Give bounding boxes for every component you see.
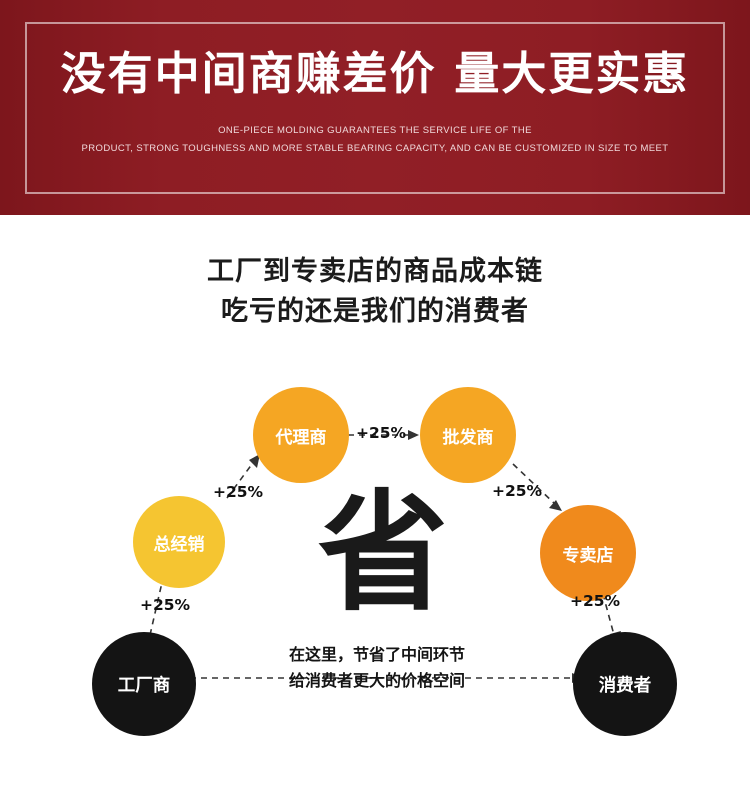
connector-store-consumer [599, 582, 615, 636]
banner-subtitle-line-2: PRODUCT, STRONG TOUGHNESS AND MORE STABL… [81, 143, 669, 154]
saving-caption-line-1: 在这里，节省了中间环节 [288, 645, 465, 664]
node-wholesaler[interactable]: 批发商 [420, 387, 516, 483]
markup-label-factory-distributor: +25% [140, 596, 191, 614]
banner-subtitle-line-1: ONE-PIECE MOLDING GUARANTEES THE SERVICE… [218, 125, 532, 136]
section-headings: 工厂到专卖店的商品成本链 吃亏的还是我们的消费者 [0, 252, 750, 332]
node-store[interactable]: 专卖店 [540, 505, 636, 601]
cost-chain-diagram: 工厂商 总经销 代理商 批发商 专卖店 消费者 +25% +25% +25% +… [0, 360, 750, 760]
node-wholesaler-label: 批发商 [442, 427, 494, 448]
banner-title: 没有中间商赚差价 量大更实惠 [60, 47, 690, 100]
arrowhead-distributor-agent [249, 454, 260, 468]
heading-line-1: 工厂到专卖店的商品成本链 [207, 256, 543, 287]
node-factory-label: 工厂商 [117, 675, 171, 696]
arrowhead-wholesaler-store [549, 500, 562, 511]
arrowhead-agent-wholesaler [408, 430, 419, 440]
markup-label-store-consumer: +25% [570, 592, 621, 610]
promo-banner: 没有中间商赚差价 量大更实惠 ONE-PIECE MOLDING GUARANT… [0, 0, 750, 215]
connector-distributor-agent [226, 459, 256, 499]
node-agent[interactable]: 代理商 [253, 387, 349, 483]
saving-caption: 在这里，节省了中间环节 给消费者更大的价格空间 [262, 642, 492, 694]
node-store-label: 专卖店 [562, 545, 614, 566]
node-distributor[interactable]: 总经销 [133, 496, 225, 588]
banner-border-frame: 没有中间商赚差价 量大更实惠 ONE-PIECE MOLDING GUARANT… [25, 22, 725, 194]
heading-line-2: 吃亏的还是我们的消费者 [221, 296, 529, 327]
node-consumer[interactable]: 消费者 [573, 632, 677, 736]
node-factory[interactable]: 工厂商 [92, 632, 196, 736]
markup-label-distributor-agent: +25% [213, 483, 264, 501]
banner-subtitle: ONE-PIECE MOLDING GUARANTEES THE SERVICE… [27, 122, 723, 158]
markup-label-wholesaler-store: +25% [492, 482, 543, 500]
markup-label-agent-wholesaler: +25% [356, 424, 407, 442]
saving-caption-line-2: 给消费者更大的价格空间 [288, 671, 465, 690]
node-agent-label: 代理商 [275, 427, 327, 448]
connector-wholesaler-store [512, 463, 557, 506]
node-distributor-label: 总经销 [153, 534, 205, 555]
node-consumer-label: 消费者 [598, 675, 652, 696]
saving-character: 省 [318, 477, 449, 629]
